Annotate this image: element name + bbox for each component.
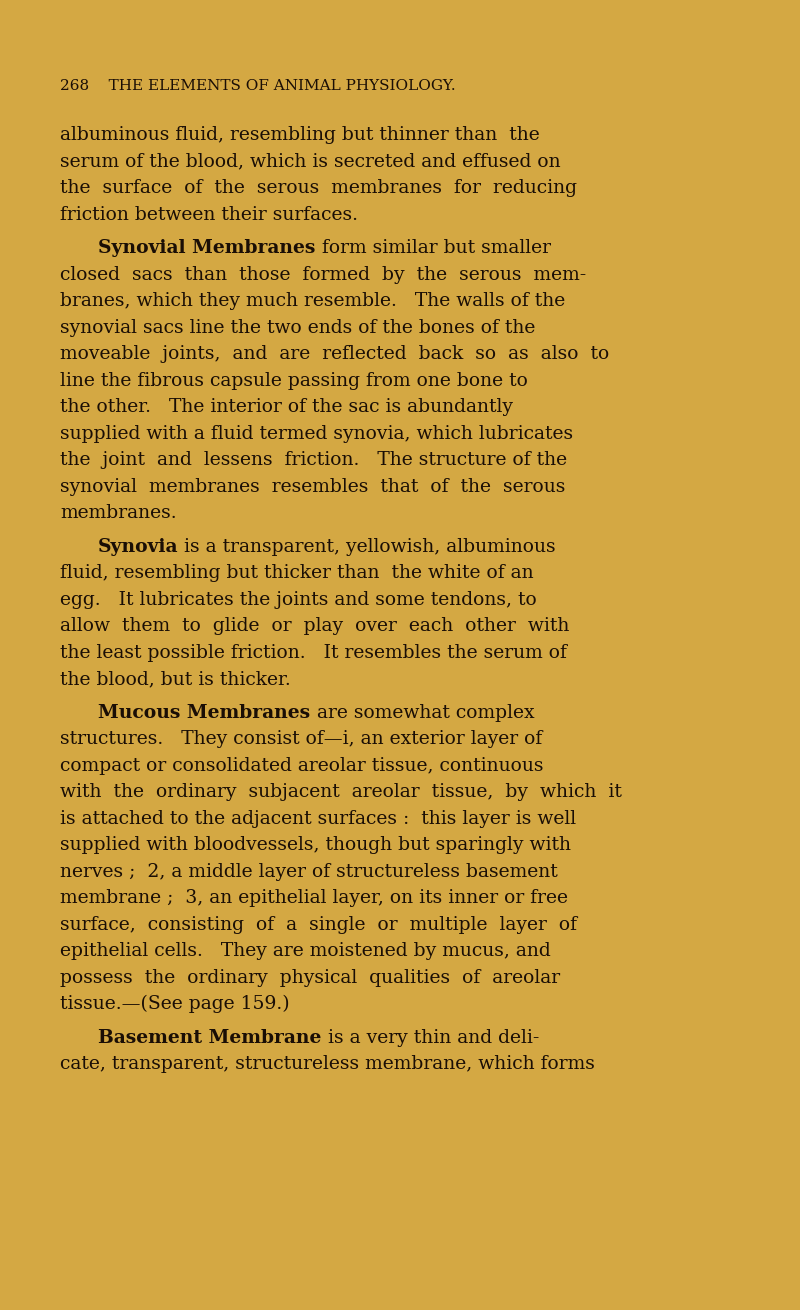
Text: moveable  joints,  and  are  reflected  back  so  as  also  to: moveable joints, and are reflected back … (60, 345, 610, 363)
Text: compact or consolidated areolar tissue, continuous: compact or consolidated areolar tissue, … (60, 756, 543, 774)
Text: is a very thin and deli-: is a very thin and deli- (328, 1028, 539, 1047)
Text: is attached to the adjacent surfaces :  this layer is well: is attached to the adjacent surfaces : t… (60, 810, 576, 828)
Text: serum of the blood, which is secreted and effused on: serum of the blood, which is secreted an… (60, 152, 561, 170)
Text: are somewhat complex: are somewhat complex (317, 703, 534, 722)
Text: Mucous Membranes: Mucous Membranes (98, 703, 317, 722)
Text: the  joint  and  lessens  friction.   The structure of the: the joint and lessens friction. The stru… (60, 451, 567, 469)
Text: possess  the  ordinary  physical  qualities  of  areolar: possess the ordinary physical qualities … (60, 968, 560, 986)
Text: the least possible friction.   It resembles the serum of: the least possible friction. It resemble… (60, 643, 567, 662)
Text: epithelial cells.   They are moistened by mucus, and: epithelial cells. They are moistened by … (60, 942, 550, 960)
Text: 268    THE ELEMENTS OF ANIMAL PHYSIOLOGY.: 268 THE ELEMENTS OF ANIMAL PHYSIOLOGY. (60, 79, 456, 93)
Text: membranes.: membranes. (60, 504, 177, 521)
Text: supplied with bloodvessels, though but sparingly with: supplied with bloodvessels, though but s… (60, 836, 571, 854)
Text: nerves ;  2, a middle layer of structureless basement: nerves ; 2, a middle layer of structurel… (60, 862, 558, 880)
Text: the blood, but is thicker.: the blood, but is thicker. (60, 669, 290, 688)
Text: synovial  membranes  resembles  that  of  the  serous: synovial membranes resembles that of the… (60, 478, 566, 495)
Text: the  surface  of  the  serous  membranes  for  reducing: the surface of the serous membranes for … (60, 179, 577, 196)
Text: tissue.—(See page 159.): tissue.—(See page 159.) (60, 994, 290, 1013)
Text: Synovia: Synovia (98, 537, 178, 555)
Text: Basement Membrane: Basement Membrane (98, 1028, 328, 1047)
Text: closed  sacs  than  those  formed  by  the  serous  mem-: closed sacs than those formed by the ser… (60, 266, 586, 283)
Text: the other.   The interior of the sac is abundantly: the other. The interior of the sac is ab… (60, 398, 513, 417)
Text: supplied with a fluid termed synovia, which lubricates: supplied with a fluid termed synovia, wh… (60, 424, 573, 443)
Text: structures.   They consist of—i, an exterior layer of: structures. They consist of—i, an exteri… (60, 730, 542, 748)
Text: egg.   It lubricates the joints and some tendons, to: egg. It lubricates the joints and some t… (60, 591, 537, 609)
Text: fluid, resembling but thicker than  the white of an: fluid, resembling but thicker than the w… (60, 565, 534, 582)
Text: allow  them  to  glide  or  play  over  each  other  with: allow them to glide or play over each ot… (60, 617, 570, 635)
Text: Synovial Membranes: Synovial Membranes (98, 238, 322, 257)
Text: cate, transparent, structureless membrane, which forms: cate, transparent, structureless membran… (60, 1055, 595, 1073)
Text: is a transparent, yellowish, albuminous: is a transparent, yellowish, albuminous (178, 537, 556, 555)
Text: branes, which they much resemble.   The walls of the: branes, which they much resemble. The wa… (60, 292, 566, 310)
Text: friction between their surfaces.: friction between their surfaces. (60, 206, 358, 224)
Text: line the fibrous capsule passing from one bone to: line the fibrous capsule passing from on… (60, 372, 528, 389)
Text: albuminous fluid, resembling but thinner than  the: albuminous fluid, resembling but thinner… (60, 126, 540, 144)
Text: surface,  consisting  of  a  single  or  multiple  layer  of: surface, consisting of a single or multi… (60, 916, 577, 934)
Text: synovial sacs line the two ends of the bones of the: synovial sacs line the two ends of the b… (60, 318, 535, 337)
Text: membrane ;  3, an epithelial layer, on its inner or free: membrane ; 3, an epithelial layer, on it… (60, 889, 568, 907)
Text: with  the  ordinary  subjacent  areolar  tissue,  by  which  it: with the ordinary subjacent areolar tiss… (60, 783, 622, 800)
Text: form similar but smaller: form similar but smaller (322, 238, 551, 257)
